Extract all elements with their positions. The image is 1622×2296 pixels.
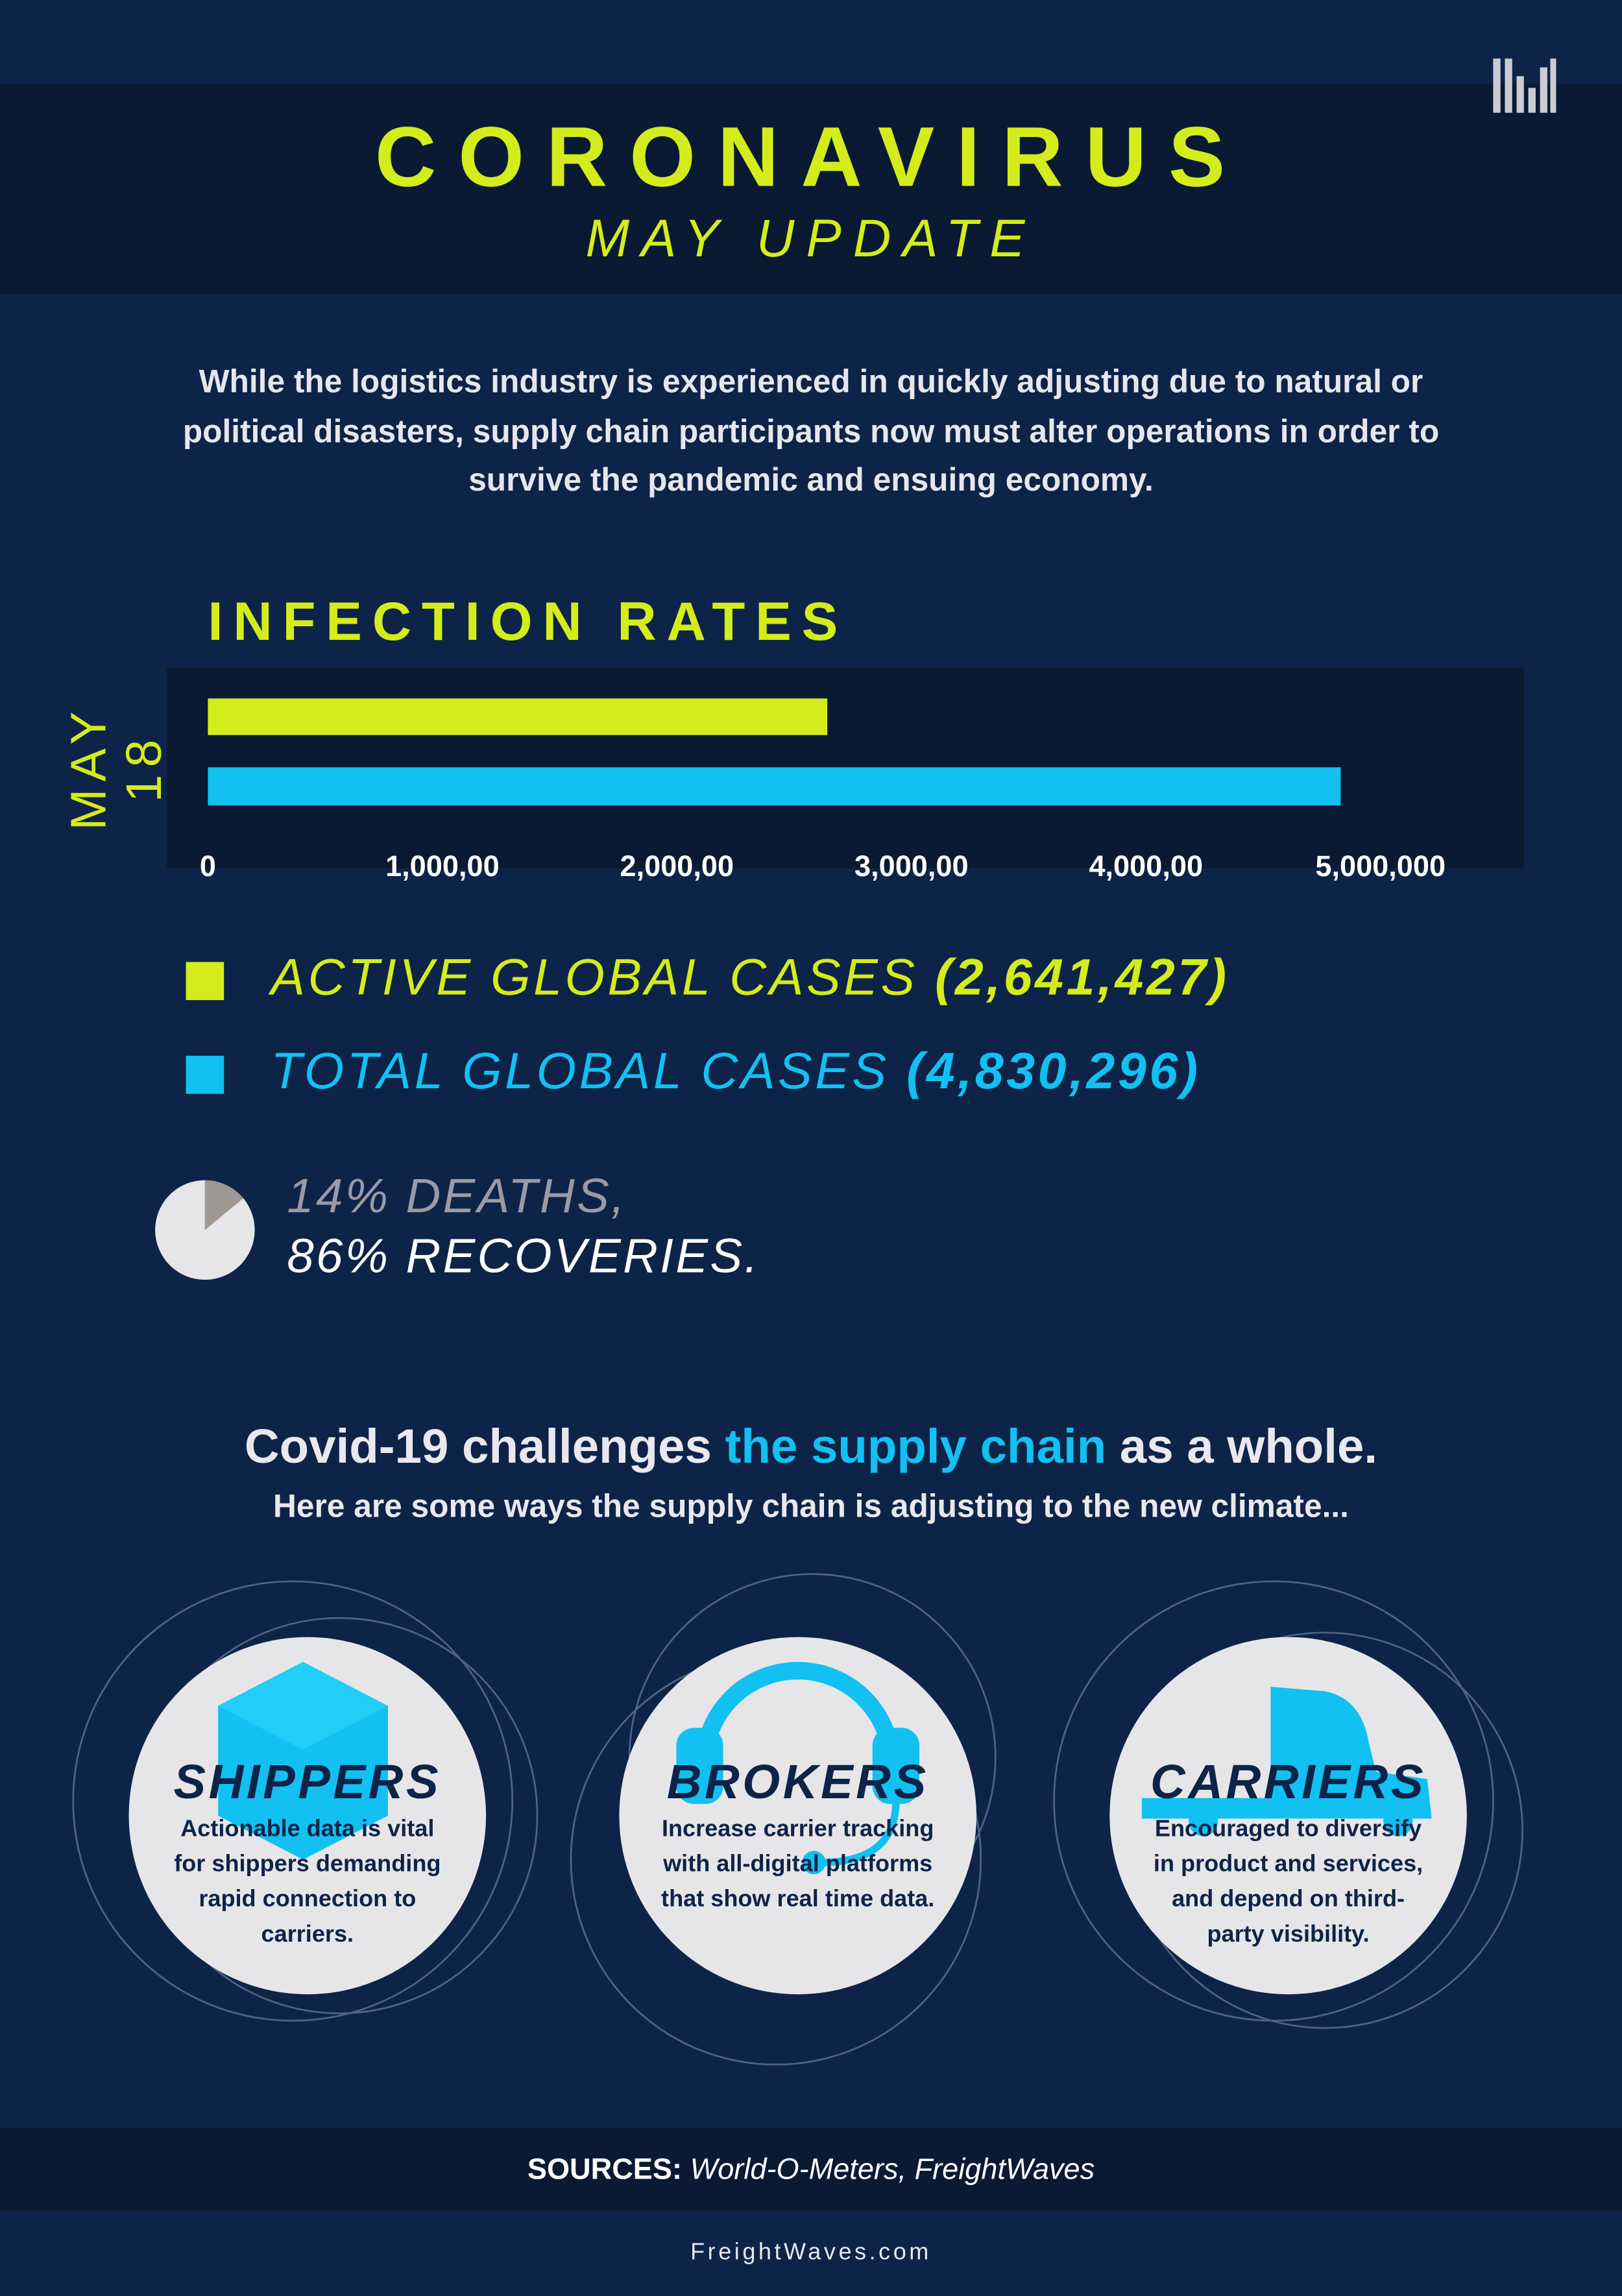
pie-slice	[155, 1180, 255, 1280]
heading-highlight: the supply chain	[725, 1419, 1107, 1473]
card-title: BROKERS	[666, 1754, 929, 1809]
challenge-subheading: Here are some ways the supply chain is a…	[273, 1487, 1349, 1524]
sources-text: World-O-Meters, FreightWaves	[690, 2154, 1095, 2186]
date: MAY 18	[61, 704, 173, 831]
headset-mic-tip	[802, 1850, 826, 1875]
legend-label: ACTIVE GLOBAL CASES	[268, 949, 917, 1006]
heading-text: Covid-19 challenges	[244, 1419, 712, 1473]
box-icon-top	[218, 1661, 388, 1750]
card: CARRIERS Encouraged to diversify in produ…	[1127, 1752, 1449, 1953]
card-title: CARRIERS	[1150, 1754, 1427, 1809]
x-tick-label: 5,000,000	[1315, 849, 1446, 883]
logo-bar	[1505, 58, 1512, 113]
legend-entry: TOTAL GLOBAL CASES (4,830,296)	[271, 1042, 1200, 1099]
heading-end: as a whole.	[1119, 1419, 1378, 1473]
legend-swatch	[186, 1055, 224, 1094]
card-text: Actionable data is vital for shippers de…	[174, 1817, 441, 1948]
truck-icon	[1141, 1687, 1432, 1819]
bar	[208, 698, 828, 735]
icons	[218, 1661, 1432, 1875]
card: BROKERS Increase carrier tracking with al…	[636, 1752, 958, 1918]
headset-ear	[676, 1728, 723, 1804]
headset-band	[695, 1661, 901, 1765]
card-text: Encouraged to diversify in product and s…	[1153, 1817, 1423, 1948]
pie-label: 14% DEATHS,	[287, 1169, 627, 1223]
pie-category: DEATHS,	[406, 1169, 627, 1223]
ring	[72, 1580, 514, 2022]
sources: SOURCES: World-O-Meters, FreightWaves	[0, 2149, 1622, 2190]
sources-label: SOURCES:	[527, 2154, 683, 2186]
rings	[72, 1573, 1523, 2066]
logo-bar	[1528, 88, 1536, 113]
x-tick-label: 2,000,00	[620, 849, 734, 883]
card-title: SHIPPERS	[173, 1754, 442, 1809]
x-tick-label: 0	[200, 849, 216, 883]
x-tick-label: 1,000,00	[385, 849, 500, 883]
challenge-heading: Covid-19 challenges the supply chain as …	[79, 1415, 1543, 1479]
title: CORONAVIRUS	[374, 110, 1248, 205]
pie-label: 86% RECOVERIES.	[287, 1228, 760, 1282]
headset-ear	[872, 1728, 919, 1804]
footer: FreightWaves.com	[690, 2240, 932, 2265]
logo-bar	[1550, 58, 1556, 113]
logo-bar	[1493, 58, 1501, 113]
logo-bar	[1540, 67, 1547, 113]
x-tick-label: 4,000,00	[1089, 849, 1203, 883]
header-band	[0, 83, 1622, 295]
truck-wheel	[1383, 1807, 1413, 1837]
logo	[1493, 58, 1556, 113]
value-label: (4,830,296)	[906, 1042, 1201, 1099]
legend-swatch	[186, 962, 224, 1001]
pie-category: RECOVERIES.	[406, 1228, 760, 1282]
sources-band	[0, 2127, 1622, 2212]
truck-wheel	[1189, 1807, 1218, 1837]
x-tick-label: 3,000,00	[854, 849, 969, 883]
card-text: Increase carrier tracking with all-digit…	[661, 1817, 935, 1912]
pie-slice	[204, 1180, 243, 1230]
chart-title: INFECTION RATES	[208, 591, 849, 652]
intro: While the logistics industry is experien…	[182, 363, 1440, 498]
pie-value-label: 14%	[287, 1169, 390, 1223]
bar	[208, 767, 1341, 805]
card: SHIPPERS Actionable data is vital for shi…	[147, 1752, 468, 1953]
legend-entry: ACTIVE GLOBAL CASES (2,641,427)	[268, 949, 1229, 1006]
legend-label: TOTAL GLOBAL CASES	[271, 1042, 889, 1099]
headset-mic	[819, 1801, 900, 1866]
subtitle: MAY UPDATE	[585, 208, 1037, 268]
pie-value-label: 86%	[287, 1228, 390, 1282]
value-label: (2,641,427)	[935, 949, 1229, 1006]
logo-bar	[1516, 76, 1524, 113]
